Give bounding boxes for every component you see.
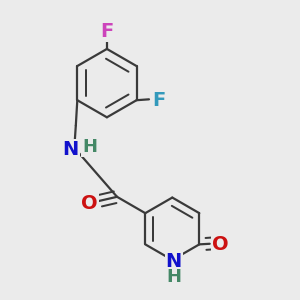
Text: F: F: [152, 91, 165, 110]
Text: H: H: [166, 268, 181, 286]
Text: O: O: [81, 194, 98, 213]
Text: N: N: [166, 253, 182, 272]
Text: H: H: [82, 138, 97, 156]
Text: N: N: [63, 140, 79, 159]
Text: O: O: [212, 236, 229, 254]
Text: F: F: [100, 22, 113, 41]
